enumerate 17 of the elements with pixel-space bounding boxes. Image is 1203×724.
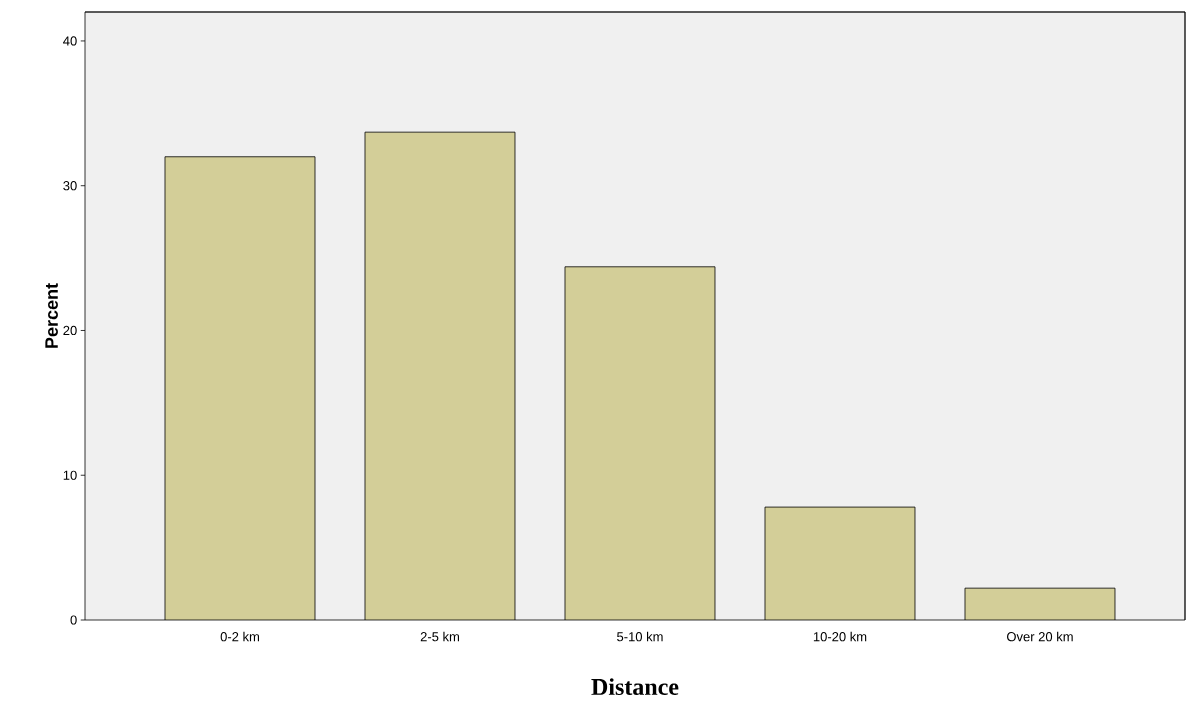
x-tick-label: 0-2 km [220, 631, 259, 642]
bar [964, 587, 1116, 620]
y-axis-title: Percent [45, 283, 58, 348]
y-tick-label: 30 [63, 181, 77, 191]
x-tick-label: Over 20 km [1007, 631, 1073, 642]
y-tick-label: 0 [70, 615, 77, 625]
bar [164, 156, 316, 620]
x-tick-label: 5-10 km [617, 631, 663, 642]
x-axis-title: Distance [591, 678, 679, 696]
y-tick-label: 40 [63, 36, 77, 46]
x-tick-label: 10-20 km [813, 631, 867, 642]
y-tick-label: 10 [63, 470, 77, 480]
bar [364, 131, 516, 620]
bar [564, 266, 715, 620]
bar [764, 506, 916, 620]
y-tick-label: 20 [63, 325, 77, 336]
x-tick-label: 2-5 km [420, 631, 459, 642]
